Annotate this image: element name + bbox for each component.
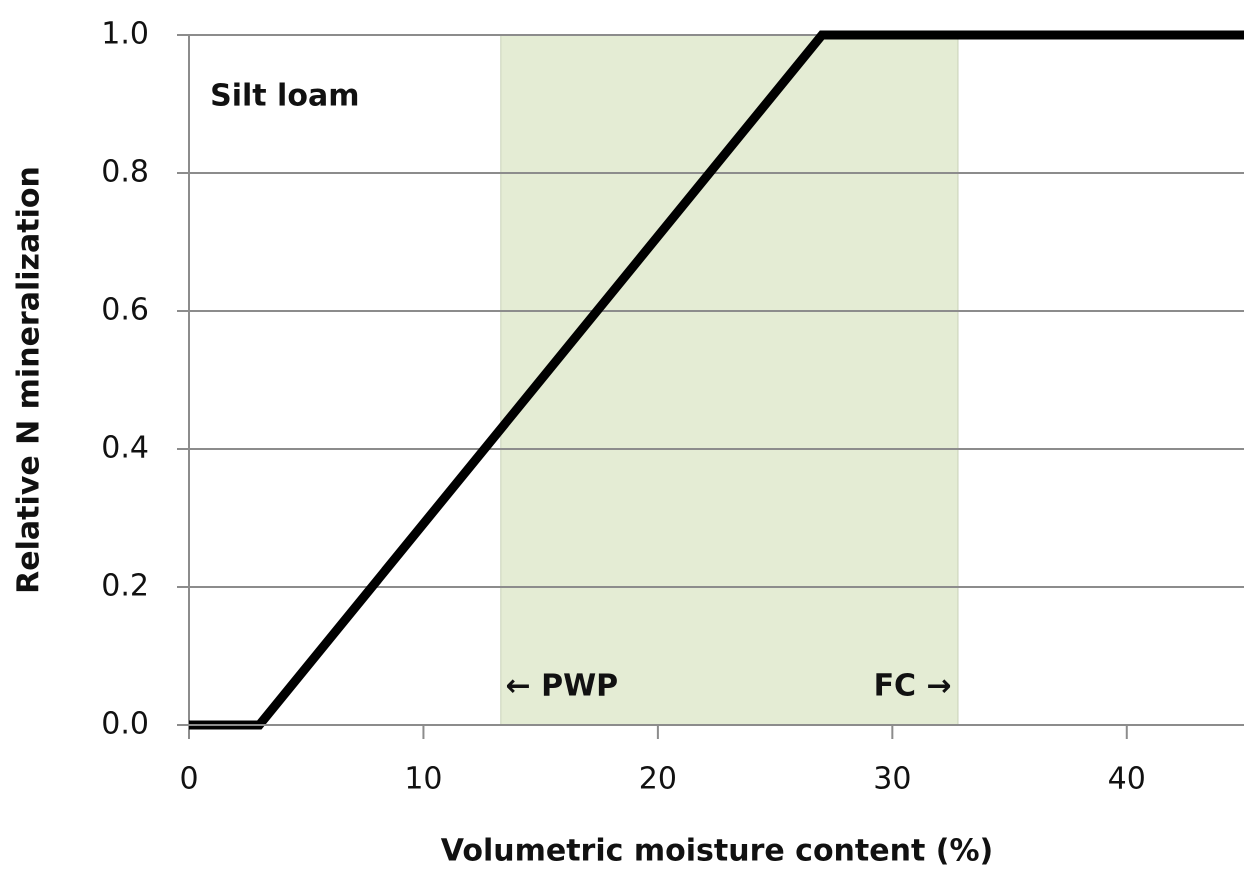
annotation: ← PWP	[506, 669, 619, 704]
x-tick-label: 0	[179, 762, 198, 797]
x-tick-label: 10	[404, 762, 442, 797]
annotation: Silt loam	[210, 79, 359, 114]
shaded-region	[500, 34, 959, 726]
x-axis-label: Volumetric moisture content (%)	[441, 834, 993, 869]
y-tick-label: 0.6	[101, 293, 149, 328]
y-tick-label: 1.0	[101, 17, 149, 52]
y-tick-label: 0.0	[101, 707, 149, 742]
x-tick-label: 40	[1108, 762, 1146, 797]
annotation: FC →	[874, 669, 952, 704]
y-axis-label: Relative N mineralization	[12, 166, 47, 594]
y-tick-label: 0.4	[101, 431, 149, 466]
y-tick-label: 0.8	[101, 155, 149, 190]
x-tick-label: 30	[873, 762, 911, 797]
y-tick-label: 0.2	[101, 569, 149, 604]
x-tick-label: 20	[639, 762, 677, 797]
